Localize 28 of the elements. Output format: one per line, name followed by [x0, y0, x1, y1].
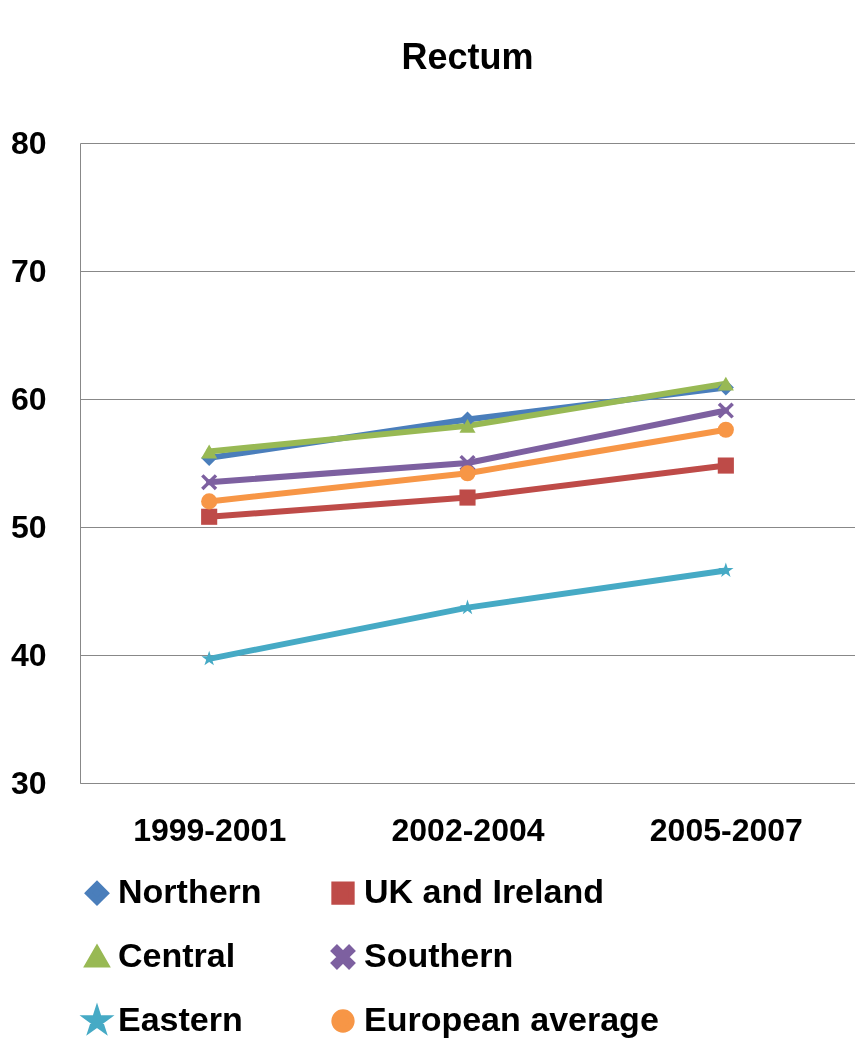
- y-tick-label: 40: [10, 636, 47, 673]
- point: [717, 457, 734, 474]
- x-tick-label: 1999-2001: [133, 811, 287, 848]
- point: [459, 418, 476, 433]
- legend-label: UK and Ireland: [364, 872, 604, 911]
- legend-label: European average: [364, 1000, 659, 1038]
- point: [717, 402, 734, 419]
- point: [718, 562, 734, 578]
- x-tick-label: 2005-2007: [649, 811, 803, 848]
- point: [201, 474, 218, 491]
- point: [201, 493, 218, 510]
- y-tick-label: 60: [10, 380, 47, 417]
- y-tick-label: 30: [10, 764, 47, 801]
- legend-label: Southern: [364, 936, 514, 974]
- y-tick-label: 70: [10, 252, 47, 289]
- legend-label: Northern: [118, 872, 262, 911]
- x-tick-label: 2002-2004: [391, 811, 545, 848]
- legend-label: Eastern: [118, 1000, 243, 1038]
- point: [459, 465, 476, 482]
- chart-title: Rectum: [401, 36, 534, 77]
- point: [717, 421, 734, 438]
- legend-label: Central: [118, 936, 236, 974]
- point: [201, 508, 218, 525]
- y-tick-label: 80: [10, 124, 47, 161]
- y-tick-label: 50: [10, 508, 47, 545]
- point: [717, 376, 734, 391]
- point: [201, 444, 218, 459]
- point: [459, 489, 476, 506]
